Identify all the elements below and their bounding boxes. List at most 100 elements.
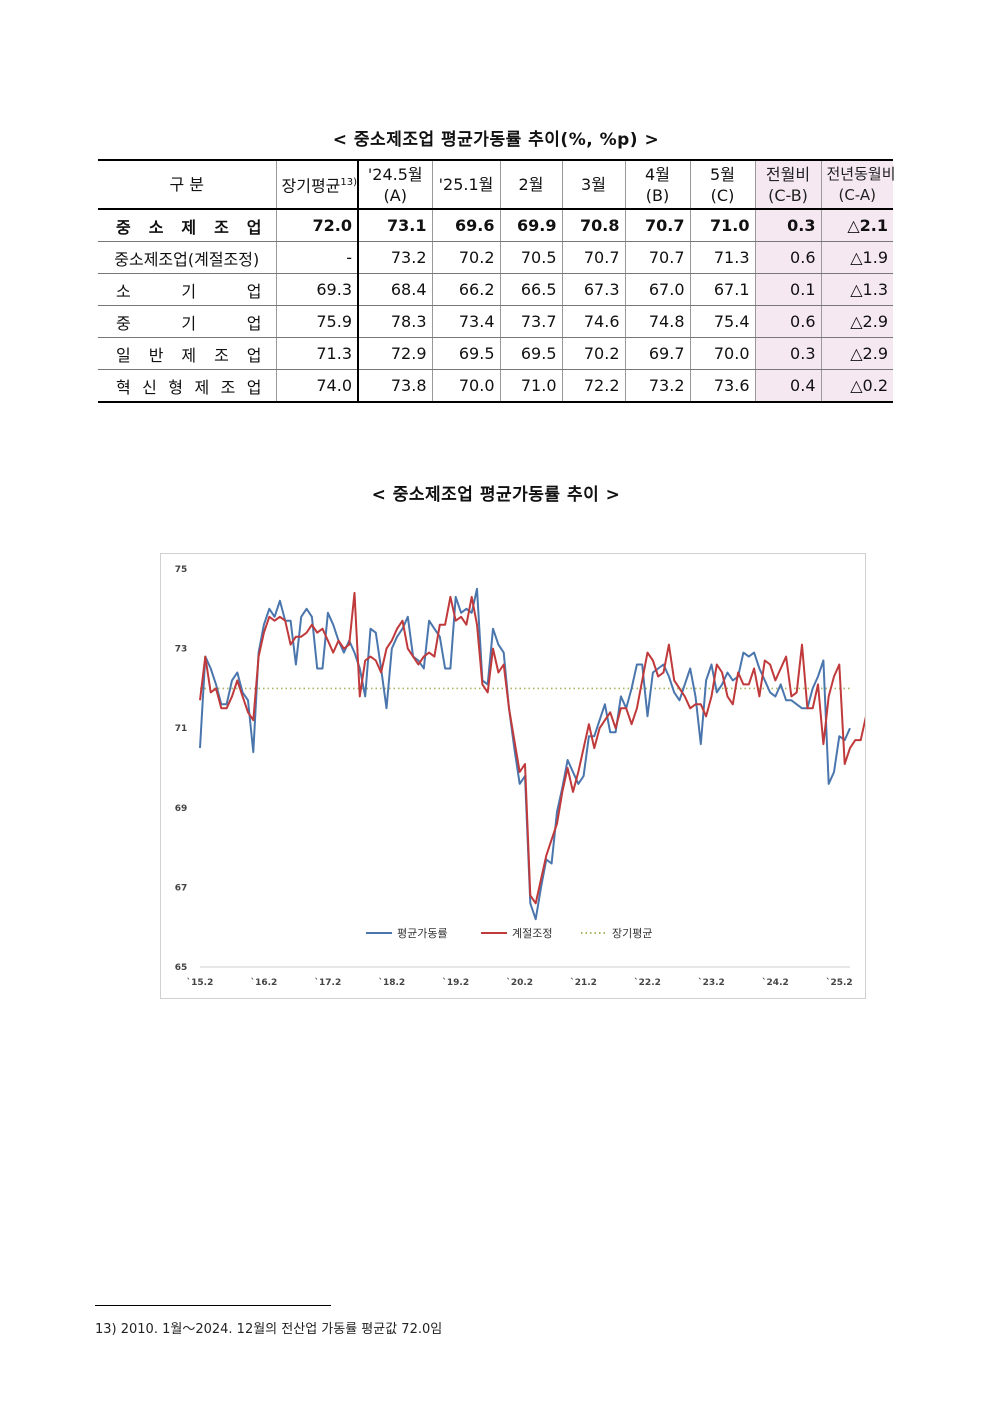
header-long-avg: 장기평균13): [275, 159, 358, 210]
table-cell: 73.1: [357, 209, 432, 242]
x-tick-label: `21.2: [570, 977, 597, 988]
table-cell: △2.9: [820, 337, 893, 370]
y-tick-label: 71: [175, 724, 188, 734]
table-cell: △1.9: [820, 241, 893, 274]
table-cell: 73.7: [499, 305, 562, 338]
x-tick-label: `15.2: [187, 977, 214, 988]
footnote-ref: 13): [340, 177, 358, 189]
header-apr-line2: (B): [645, 185, 670, 205]
header-yoy-line2: (C-A): [838, 185, 877, 204]
header-2025-jan: '25.1월: [431, 159, 500, 210]
table-cell: 72.2: [561, 369, 625, 403]
footnote: 13) 2010. 1월～2024. 12월의 전산업 가동률 평균값 72.0…: [95, 1322, 443, 1337]
table-row: 소 기 업 69.3 68.4 66.2 66.5 67.3 67.0 67.1 0.1 △1.3: [98, 273, 893, 306]
header-mom-line2: (C-B): [768, 185, 808, 205]
header-feb-text: 2월: [518, 175, 544, 194]
table-cell: 69.3: [275, 273, 358, 306]
table-cell: △2.9: [820, 305, 893, 338]
table-cell: 74.8: [624, 305, 690, 338]
table-cell: 73.2: [624, 369, 690, 403]
row-label: 중 기 업: [98, 305, 276, 338]
header-mar-text: 3월: [581, 175, 606, 194]
legend-label: 장기평균: [612, 927, 652, 940]
table-cell: 69.9: [499, 209, 562, 242]
header-category: 구 분: [98, 159, 276, 210]
table-cell: 70.7: [624, 241, 690, 274]
x-tick-label: `22.2: [634, 977, 661, 988]
table-cell: 70.0: [689, 337, 755, 370]
row-label: 중소제조업(계절조정): [98, 241, 276, 274]
table-cell: 75.9: [275, 305, 358, 338]
utilization-table: 구 분 장기평균13) '24.5월 (A) '25.1월 2월 3월 4월 (B)…: [98, 159, 896, 403]
y-tick-label: 73: [175, 645, 188, 655]
table-cell: 0.6: [754, 305, 821, 338]
table-cell: 66.5: [499, 273, 562, 306]
table-cell: 73.6: [689, 369, 755, 403]
legend-label: 평균가동률: [397, 927, 448, 940]
table-cell: 70.2: [431, 241, 500, 274]
table-cell: 0.3: [754, 209, 821, 242]
series-line-seasonally-adjusted: [199, 591, 865, 905]
x-tick-label: `17.2: [315, 977, 342, 988]
header-mom-line1: 전월비: [765, 164, 811, 184]
table-cell: △1.3: [820, 273, 893, 306]
y-tick-label: 67: [175, 883, 188, 893]
header-category-text: 구 분: [169, 175, 205, 194]
header-mom: 전월비 (C-B): [754, 159, 821, 210]
table-cell: 69.5: [499, 337, 562, 370]
table-cell: 71.3: [689, 241, 755, 274]
table-cell: 0.1: [754, 273, 821, 306]
header-2024-may: '24.5월 (A): [357, 159, 432, 210]
y-tick-label: 65: [175, 963, 188, 973]
x-tick-label: `23.2: [698, 977, 725, 988]
header-2024-may-line1: '24.5월: [367, 164, 423, 184]
table-cell: 72.0: [275, 209, 358, 242]
table-cell: 73.2: [357, 241, 432, 274]
table-cell: 69.7: [624, 337, 690, 370]
table-cell: 71.0: [689, 209, 755, 242]
footnote-divider: [95, 1305, 331, 1306]
chart-canvas: 75 73 71 69 67 65 `15.2 `16.2 `17.2 `18.2 `19.2 `20…: [175, 565, 865, 988]
x-tick-label: `19.2: [442, 977, 469, 988]
table-cell: 71.3: [275, 337, 358, 370]
x-tick-label: `16.2: [251, 977, 278, 988]
table-cell: 75.4: [689, 305, 755, 338]
header-2025-jan-text: '25.1월: [438, 175, 494, 194]
table-cell: 66.2: [431, 273, 500, 306]
legend-label: 계절조정: [512, 927, 552, 940]
table-cell: -: [275, 241, 358, 274]
table-cell: 74.6: [561, 305, 625, 338]
row-label: 혁 신 형 제 조 업: [98, 369, 276, 403]
table-row: 중 기 업 75.9 78.3 73.4 73.7 74.6 74.8 75.4 0.6 △2.9: [98, 305, 893, 338]
x-tick-label: `25.2: [826, 977, 853, 988]
table-row: 일 반 제 조 업 71.3 72.9 69.5 69.5 70.2 69.7 70.0 0.3…: [98, 337, 893, 370]
table-cell: 0.4: [754, 369, 821, 403]
table-row: 중소제조업(계절조정) -73.2 70.2 70.5 70.7 70.7 71.3 0.6 △…: [98, 241, 893, 274]
header-feb: 2월: [499, 159, 562, 210]
table-cell: 70.7: [561, 241, 625, 274]
chart-title: < 중소제조업 평균가동률 추이 >: [371, 485, 621, 505]
table-cell: 78.3: [357, 305, 432, 338]
table-row: 중 소 제 조 업 72.0 73.1 69.6 69.9 70.8 70.7 71.0 0.3…: [98, 209, 893, 242]
header-yoy: 전년동월비 (C-A): [820, 159, 896, 210]
header-apr: 4월 (B): [624, 159, 690, 210]
y-tick-label: 75: [175, 565, 188, 575]
x-tick-label: `24.2: [762, 977, 789, 988]
table-cell: 69.5: [431, 337, 500, 370]
table-cell: △2.1: [820, 209, 893, 242]
y-tick-label: 69: [175, 804, 188, 814]
table-row: 혁 신 형 제 조 업 74.0 73.8 70.0 71.0 72.2 73.2 73.6 0…: [98, 369, 893, 403]
table-cell: 67.3: [561, 273, 625, 306]
table-cell: 70.2: [561, 337, 625, 370]
table-cell: 72.9: [357, 337, 432, 370]
table-cell: △0.2: [820, 369, 893, 403]
table-cell: 68.4: [357, 273, 432, 306]
row-label: 소 기 업: [98, 273, 276, 306]
table-cell: 70.0: [431, 369, 500, 403]
series-line-average: [199, 587, 851, 921]
table-cell: 73.8: [357, 369, 432, 403]
table-cell: 73.4: [431, 305, 500, 338]
table-cell: 74.0: [275, 369, 358, 403]
header-long-avg-text: 장기평균: [281, 176, 341, 196]
header-yoy-line1: 전년동월비: [826, 164, 896, 183]
